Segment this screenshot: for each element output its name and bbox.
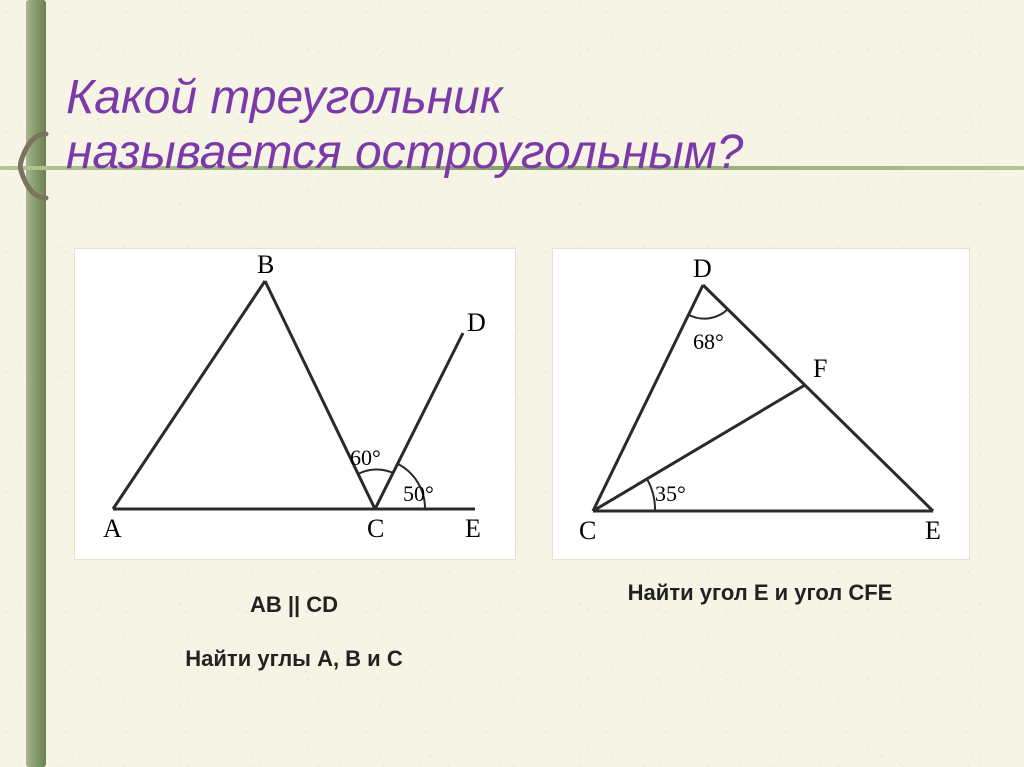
slide-title: Какой треугольник называется остроугольн… [66,70,743,180]
angle-68-label: 68° [693,329,724,354]
title-line2: называется остроугольным? [66,126,743,179]
angle-60-label: 60° [350,445,381,470]
figure-right-caption: Найти угол E и угол CFE [552,580,968,606]
figure-left-caption-1: AB || CD [74,592,514,618]
triangle-abc-diagram: A B C D E 60° 50° [75,249,515,559]
vertex-C2-label: C [579,516,596,545]
figure-left: A B C D E 60° 50° [74,248,516,560]
vertex-D2-label: D [693,254,712,283]
vertex-A-label: A [103,514,122,543]
notebook-spine [26,0,46,767]
triangle-cde-diagram: C D E F 68° 35° [553,249,969,559]
vertex-E-label: E [465,514,481,543]
vertex-C-label: C [367,514,384,543]
title-line1: Какой треугольник [66,71,502,124]
slide: Какой треугольник называется остроугольн… [0,0,1024,767]
vertex-B-label: B [257,250,274,279]
vertex-D-label: D [467,308,486,337]
binder-ring-icon [18,130,54,202]
angle-35-label: 35° [655,481,686,506]
vertex-E2-label: E [925,516,941,545]
vertex-F-label: F [813,354,827,383]
figure-left-caption-2: Найти углы A, B и C [74,646,514,672]
angle-50-label: 50° [403,481,434,506]
figure-right: C D E F 68° 35° [552,248,970,560]
